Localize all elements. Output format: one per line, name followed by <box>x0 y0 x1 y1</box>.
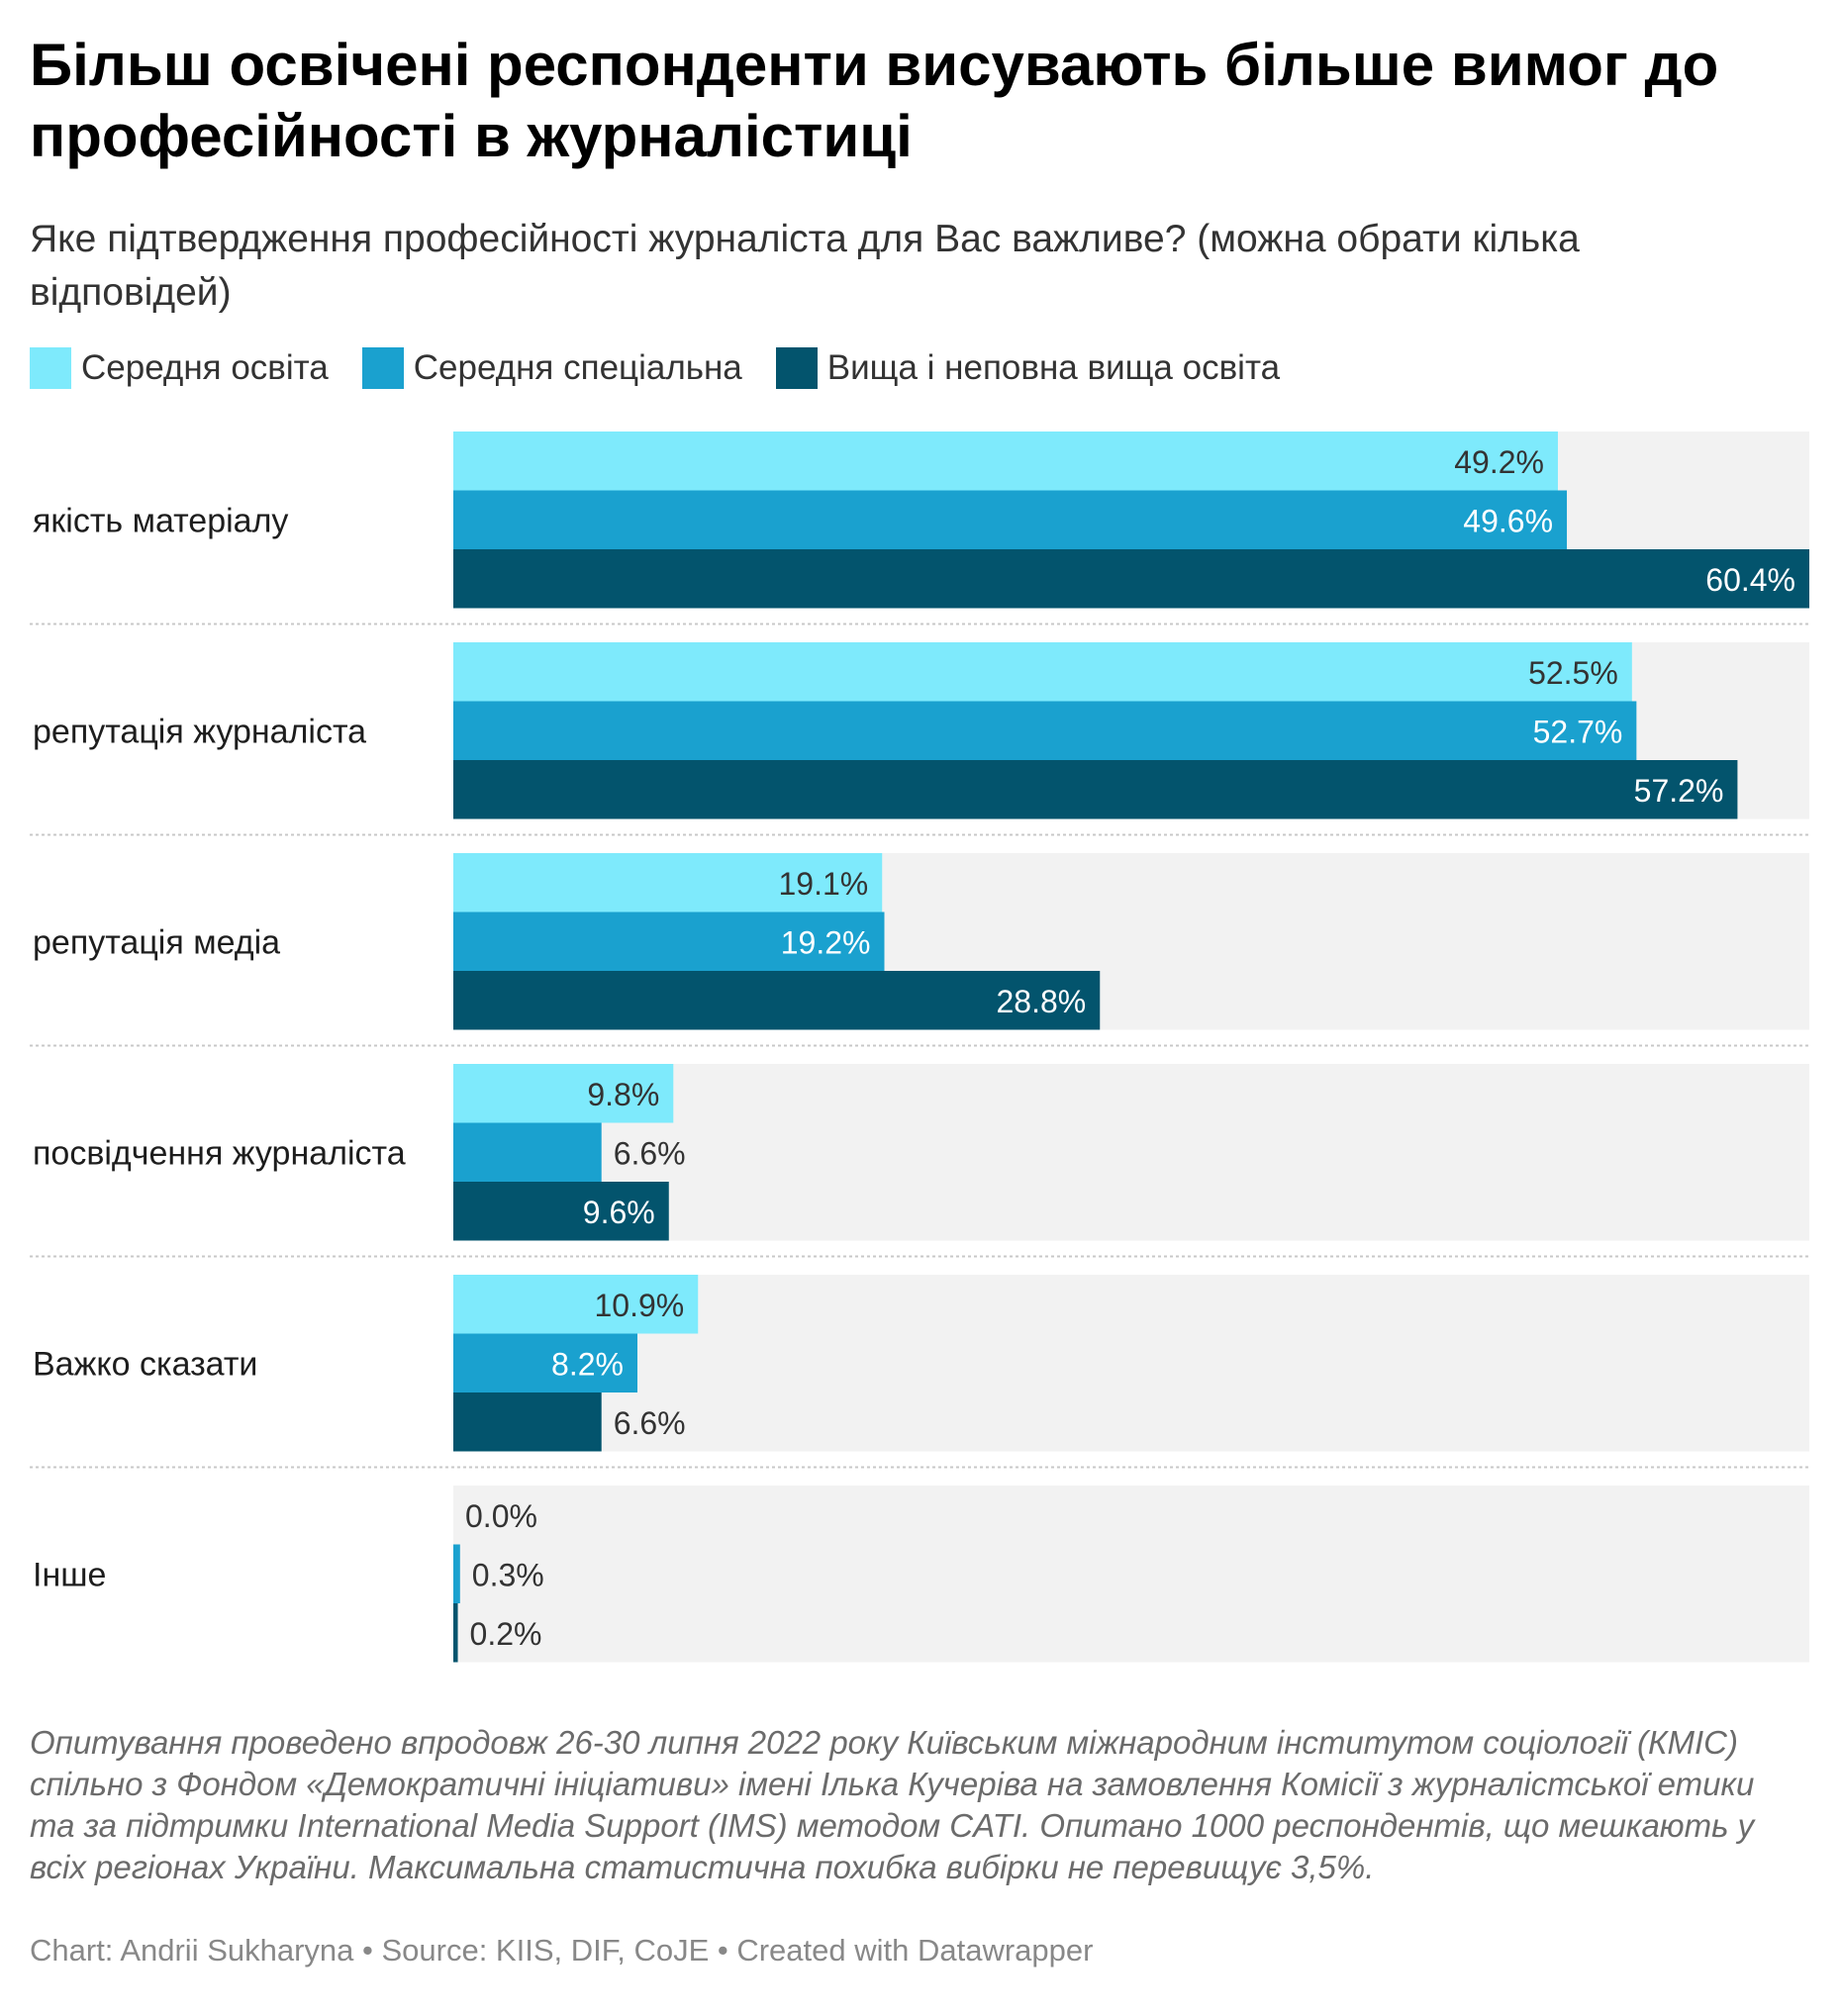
data-label: 19.1% <box>778 866 868 902</box>
category-label: Важко сказати <box>33 1345 257 1383</box>
bar <box>453 1064 674 1123</box>
bar <box>453 853 883 912</box>
data-label: 57.2% <box>1634 773 1724 809</box>
legend-label-vocational: Середня спеціальна <box>413 348 742 387</box>
bar <box>453 1603 458 1663</box>
data-label: 49.6% <box>1463 503 1553 538</box>
data-label: 28.8% <box>997 984 1087 1019</box>
bar <box>453 1392 602 1452</box>
bar <box>453 1275 699 1334</box>
category-label: репутація журналіста <box>33 713 366 750</box>
chart-notes: Опитування проведено впродовж 26-30 липн… <box>30 1724 1755 1885</box>
category-label: Інше <box>33 1556 106 1593</box>
legend-label-secondary: Середня освіта <box>81 348 329 387</box>
bar <box>453 642 1632 702</box>
legend-item-secondary: Середня освіта <box>30 347 329 389</box>
bar <box>453 1182 669 1241</box>
bar <box>453 912 885 971</box>
data-label: 10.9% <box>595 1288 685 1323</box>
data-label: 60.4% <box>1705 562 1795 598</box>
data-label: 9.8% <box>587 1077 659 1112</box>
bar-background <box>453 1486 1809 1663</box>
legend-swatch-secondary <box>30 347 71 389</box>
legend-swatch-vocational <box>361 347 404 389</box>
bar <box>453 490 1568 549</box>
bar-background <box>453 1064 1809 1241</box>
data-label: 8.2% <box>551 1346 624 1382</box>
data-label: 0.3% <box>472 1557 544 1592</box>
category-label: репутація медіа <box>33 923 280 961</box>
bar <box>453 701 1637 760</box>
data-label: 6.6% <box>614 1405 686 1441</box>
bar <box>453 1122 602 1182</box>
data-label: 49.2% <box>1454 444 1544 480</box>
category-label: якість матеріалу <box>33 502 288 539</box>
data-label: 6.6% <box>614 1135 686 1171</box>
data-label: 52.7% <box>1533 714 1623 749</box>
data-label: 52.5% <box>1528 655 1618 691</box>
data-label: 19.2% <box>781 924 871 960</box>
chart-title: Більш освічені респонденти висувають біл… <box>30 32 1719 169</box>
legend-swatch-higher <box>775 347 818 389</box>
bar <box>453 971 1101 1030</box>
bar <box>453 1333 637 1392</box>
data-label: 9.6% <box>583 1195 655 1230</box>
legend-label-higher: Вища і неповна вища освіта <box>826 348 1281 387</box>
data-label: 0.2% <box>470 1616 542 1652</box>
chart-footer: Chart: Andrii Sukharyna • Source: KIIS, … <box>30 1933 1094 1968</box>
bar <box>453 760 1738 819</box>
chart-subtitle: Яке підтвердження професійності журналіс… <box>30 218 1580 314</box>
bar <box>453 549 1809 609</box>
legend-item-higher: Вища і неповна вища освіта <box>775 347 1281 389</box>
data-label: 0.0% <box>465 1498 537 1534</box>
category-label: посвідчення журналіста <box>33 1134 406 1172</box>
bar <box>453 1544 460 1603</box>
bar <box>453 432 1558 491</box>
legend: Середня освіта Середня спеціальна Вища і… <box>30 346 1313 390</box>
legend-item-vocational: Середня спеціальна <box>361 347 742 389</box>
